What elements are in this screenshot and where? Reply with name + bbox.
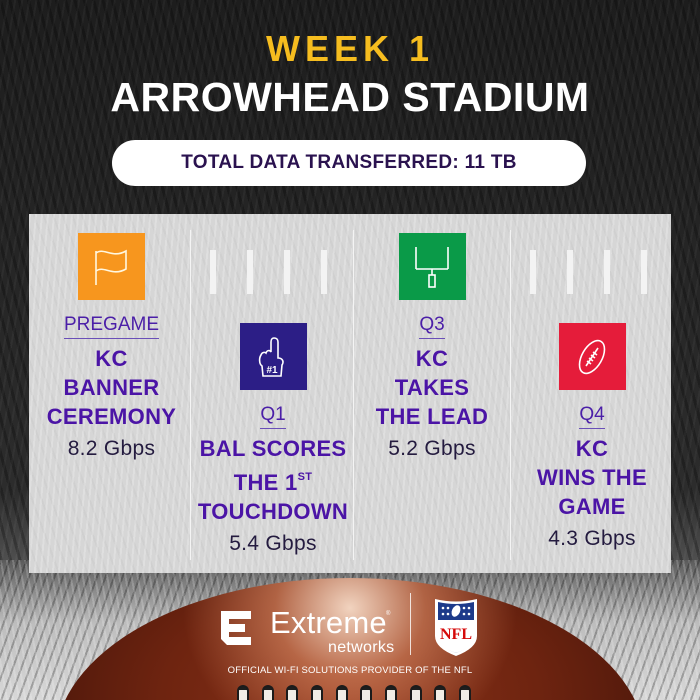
period-label: Q1 xyxy=(260,404,286,429)
logo-separator xyxy=(410,593,411,655)
svg-text:#1: #1 xyxy=(266,365,278,376)
timeline-item-pregame: PREGAME KC BANNER CEREMONY 8.2 Gbps xyxy=(39,233,184,461)
flag-icon xyxy=(78,233,145,300)
period-label: Q4 xyxy=(579,404,605,429)
timeline-panel: PREGAME KC BANNER CEREMONY 8.2 Gbps #1 Q… xyxy=(29,214,671,573)
goalpost-icon xyxy=(398,233,466,300)
football-icon xyxy=(558,323,626,390)
throughput-value: 4.3 Gbps xyxy=(548,527,636,550)
nfl-shield-icon: NFL xyxy=(435,599,477,656)
extreme-brand-text: Extreme xyxy=(270,605,387,640)
period-label: Q3 xyxy=(419,314,445,339)
extreme-networks-logo-icon xyxy=(221,611,251,645)
extreme-brand-subtext: networks xyxy=(328,639,395,656)
throughput-value: 5.4 Gbps xyxy=(229,532,317,555)
week-title: WEEK 1 xyxy=(265,28,435,69)
event-description: BAL SCORES THE 1ST TOUCHDOWN xyxy=(197,436,349,524)
event-description: KC TAKES THE LEAD xyxy=(375,346,489,429)
event-description: KC BANNER CEREMONY xyxy=(46,346,177,429)
svg-text:NFL: NFL xyxy=(440,626,472,643)
column-divider xyxy=(190,230,191,560)
total-data-text: TOTAL DATA TRANSFERRED: 11 TB xyxy=(181,152,517,173)
yard-lines xyxy=(210,250,327,294)
timeline-item-q3: Q3 KC TAKES THE LEAD 5.2 Gbps xyxy=(357,233,507,461)
yard-lines xyxy=(530,250,647,294)
event-description: KC WINS THE GAME xyxy=(537,436,647,519)
foam-finger-icon: #1 xyxy=(239,323,307,390)
period-label: PREGAME xyxy=(63,314,160,339)
column-divider xyxy=(510,230,511,560)
timeline-item-q1: #1 Q1 BAL SCORES THE 1ST TOUCHDOWN 5.4 G… xyxy=(193,323,353,556)
football-laces xyxy=(237,685,471,700)
tagline: OFFICIAL WI-FI SOLUTIONS PROVIDER OF THE… xyxy=(227,665,473,676)
registered-mark: ® xyxy=(386,611,391,617)
total-data-badge: TOTAL DATA TRANSFERRED: 11 TB xyxy=(112,140,586,186)
column-divider xyxy=(353,230,354,560)
sponsor-logos: Extreme ® networks NFL xyxy=(0,593,700,663)
stadium-title: ARROWHEAD STADIUM xyxy=(110,74,590,120)
throughput-value: 5.2 Gbps xyxy=(388,437,476,460)
timeline-item-q4: Q4 KC WINS THE GAME 4.3 Gbps xyxy=(513,323,671,551)
throughput-value: 8.2 Gbps xyxy=(67,437,156,460)
